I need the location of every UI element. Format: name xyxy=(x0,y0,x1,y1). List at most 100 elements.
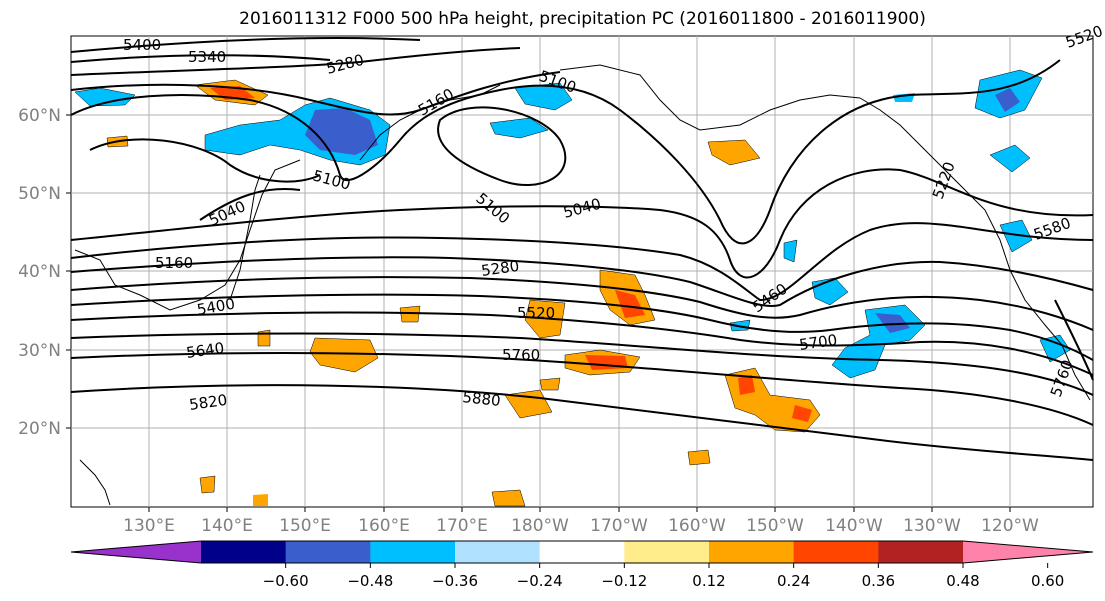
contour-line xyxy=(70,384,1094,461)
colorbar-tick-label: 0.48 xyxy=(946,572,979,590)
contour-label: 5340 xyxy=(188,48,226,66)
height-contours xyxy=(70,37,1094,461)
colorbar-segment xyxy=(624,541,710,563)
colorbar-extension-high xyxy=(963,541,1093,563)
contour-label: 5820 xyxy=(188,391,228,414)
contour-line xyxy=(70,54,331,63)
contour-line xyxy=(199,188,301,221)
lon-tick-label: 130°E xyxy=(123,516,175,536)
colorbar-extension-low xyxy=(71,541,201,563)
coastline xyxy=(79,459,111,506)
precip-patch xyxy=(687,449,711,466)
colorbar-tick-label: −0.12 xyxy=(601,572,647,590)
contour-line xyxy=(70,332,1094,396)
colorbar-tick-label: 0.36 xyxy=(862,572,895,590)
colorbar-segment xyxy=(201,541,287,563)
colorbar-segment xyxy=(793,541,879,563)
precip-patch xyxy=(738,375,755,395)
contour-line xyxy=(70,59,1061,245)
contour-line xyxy=(70,311,1094,376)
contour-label: 5520 xyxy=(517,304,555,322)
precip-patch xyxy=(792,405,812,422)
contour-line xyxy=(70,256,1094,307)
precip-patch xyxy=(1039,334,1071,363)
lat-tick-label: 60°N xyxy=(18,106,61,126)
lon-tick-label: 170°E xyxy=(436,516,488,536)
map-title: 2016011312 F000 500 hPa height, precipit… xyxy=(239,9,926,29)
precip-patch xyxy=(504,389,553,419)
lon-tick-label: 160°W xyxy=(668,516,726,536)
contour-label: 5160 xyxy=(155,254,193,272)
coastline xyxy=(559,64,861,131)
contour-label: 5400 xyxy=(123,36,161,54)
colorbar-segment xyxy=(709,541,795,563)
contour-line xyxy=(70,352,1094,426)
colorbar-segment xyxy=(285,541,371,563)
precip-patch xyxy=(999,219,1033,253)
precip-patch xyxy=(309,337,379,373)
lon-tick-label: 150°E xyxy=(279,516,331,536)
lon-tick-label: 140°E xyxy=(201,516,253,536)
contour-line xyxy=(70,276,1094,331)
contour-line xyxy=(70,293,1094,361)
colorbar: −0.60 −0.48 −0.36 −0.24 −0.12 0.12 0.24 0.36 0.4… xyxy=(70,540,1094,590)
precip-patch xyxy=(707,139,761,166)
lon-tick-label: 180°W xyxy=(511,516,569,536)
precip-patch xyxy=(585,355,628,370)
contour-line xyxy=(1054,299,1094,381)
lon-tick-label: 140°W xyxy=(825,516,883,536)
coastline xyxy=(229,174,261,301)
lat-tick-label: 20°N xyxy=(18,419,61,439)
longitude-ticks: 130°E 140°E 150°E 160°E 170°E 180°W 170°W 160°W… xyxy=(123,507,1039,536)
latitude-ticks: 60°N 50°N 40°N 30°N 20°N xyxy=(18,106,71,439)
precip-patch xyxy=(74,87,136,107)
lat-tick-label: 40°N xyxy=(18,262,61,282)
coastline xyxy=(859,97,1091,401)
contour-line xyxy=(437,106,567,186)
lat-tick-label: 50°N xyxy=(18,184,61,204)
contour-label: 5880 xyxy=(462,388,502,410)
contour-line xyxy=(70,71,561,116)
precip-patch xyxy=(875,313,910,333)
contour-line xyxy=(70,47,521,76)
colorbar-tick-label: −0.60 xyxy=(263,572,309,590)
colorbar-tick-label: 0.60 xyxy=(1031,572,1064,590)
colorbar-segment xyxy=(878,541,964,563)
precip-patch xyxy=(989,144,1031,173)
colorbar-segment xyxy=(370,541,456,563)
precip-patch xyxy=(783,239,798,263)
precip-patch xyxy=(615,290,645,318)
precip-patch xyxy=(539,377,561,391)
contour-line xyxy=(89,138,321,183)
contour-label: 5640 xyxy=(185,339,225,362)
lon-tick-label: 170°W xyxy=(590,516,648,536)
contour-label: 5280 xyxy=(480,257,520,280)
contour-label: 5760 xyxy=(502,346,540,364)
lon-tick-label: 130°W xyxy=(903,516,961,536)
lat-tick-label: 30°N xyxy=(18,341,61,361)
colorbar-tick-label: 0.24 xyxy=(777,572,810,590)
precip-patch xyxy=(199,475,216,494)
lon-tick-label: 160°E xyxy=(358,516,410,536)
precip-patch xyxy=(489,117,549,139)
precip-patches xyxy=(74,69,1071,507)
precip-patch xyxy=(995,88,1020,112)
colorbar-tick-label: −0.48 xyxy=(347,572,393,590)
contour-line xyxy=(70,37,421,53)
contour-line xyxy=(70,168,1094,279)
precip-patch xyxy=(491,489,526,507)
precip-patch xyxy=(257,329,271,347)
colorbar-segment xyxy=(539,541,625,563)
lon-tick-label: 150°W xyxy=(746,516,804,536)
precip-patch xyxy=(514,82,573,111)
lon-tick-label: 120°W xyxy=(981,516,1039,536)
precip-patch xyxy=(253,494,268,506)
colorbar-tick-label: −0.24 xyxy=(517,572,563,590)
precip-patch xyxy=(399,305,421,323)
colorbar-tick-label: −0.36 xyxy=(432,572,478,590)
contour-label: 5700 xyxy=(798,331,838,354)
colorbar-outline xyxy=(70,540,1094,564)
colorbar-segment xyxy=(455,541,541,563)
colorbar-tick-label: 0.12 xyxy=(692,572,725,590)
